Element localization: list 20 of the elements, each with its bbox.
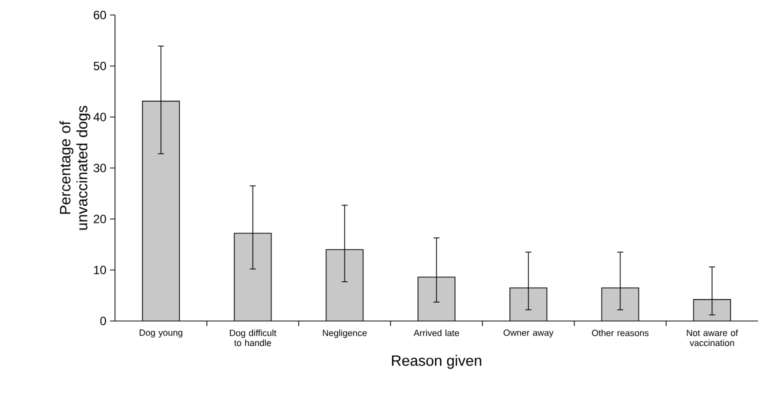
y-tick-label: 10 bbox=[94, 266, 106, 274]
x-tick-label: Arrived late bbox=[414, 330, 460, 336]
x-tick-label: Owner away bbox=[504, 330, 554, 338]
bar bbox=[326, 250, 364, 321]
y-tick-label: 40 bbox=[93, 112, 106, 122]
x-axis-title: Reason given bbox=[392, 354, 482, 369]
bar bbox=[234, 233, 272, 321]
bar bbox=[142, 101, 180, 321]
y-tick-label: 50 bbox=[94, 62, 106, 70]
y-tick-label: 30 bbox=[94, 164, 106, 172]
x-tick-label: Other reasons bbox=[592, 330, 649, 336]
y-tick-label: 60 bbox=[94, 10, 106, 20]
x-tick-label: Negligence bbox=[322, 330, 367, 338]
bar bbox=[693, 299, 731, 321]
x-tick-label: Not aware of vaccination bbox=[686, 330, 738, 346]
x-tick-label: Dog difficult to handle bbox=[230, 330, 276, 346]
y-axis-title: Percentage of unvaccinated dogs bbox=[60, 106, 90, 230]
y-tick-label: 0 bbox=[100, 316, 106, 326]
y-tick-label: 20 bbox=[94, 214, 106, 224]
x-tick-label: Dog young bbox=[140, 330, 182, 338]
